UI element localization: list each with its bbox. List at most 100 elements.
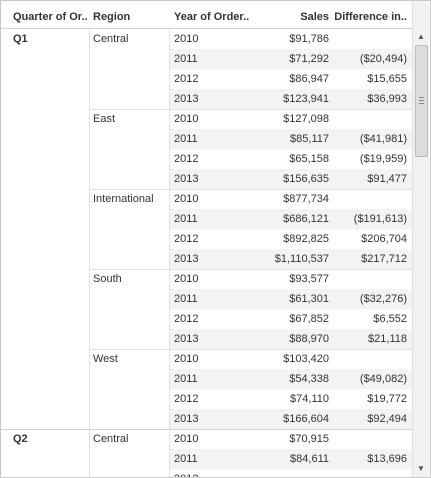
table-row[interactable]: 2012 $74,110 $19,772: [1, 389, 414, 409]
triangle-up-icon[interactable]: ▲: [413, 29, 429, 45]
difference-cell: ($49,082): [360, 373, 407, 385]
difference-cell: $13,696: [367, 453, 407, 465]
table-row[interactable]: 2010 $103,420: [1, 349, 414, 369]
table-row[interactable]: 2011 $71,292 ($20,494): [1, 49, 414, 69]
difference-cell: $36,993: [367, 93, 407, 105]
table-row[interactable]: 2010 $70,915: [1, 429, 414, 449]
sales-cell: $156,635: [283, 173, 329, 185]
header-region[interactable]: Region: [93, 11, 130, 23]
difference-cell: $15,655: [367, 73, 407, 85]
year-cell: 2013: [174, 333, 198, 345]
grip-line: [419, 103, 424, 104]
table-row[interactable]: 2012 $892,825 $206,704: [1, 229, 414, 249]
table-body: Q1 Central 2010 $91,786 2011 $71,292 ($20,494)…: [1, 29, 414, 478]
year-cell: 2010: [174, 33, 198, 45]
header-quarter[interactable]: Quarter of Or..: [13, 11, 88, 23]
sales-cell: $54,338: [289, 373, 329, 385]
sales-cell: $74,110: [290, 393, 329, 405]
sales-cell: $86,947: [289, 73, 329, 85]
sales-cell: $127,098: [283, 113, 329, 125]
table-row[interactable]: 2012: [1, 469, 414, 478]
year-cell: 2010: [174, 353, 198, 365]
column-header-row: Quarter of Or.. Region Year of Order.. S…: [1, 1, 414, 29]
year-cell: 2010: [174, 113, 198, 125]
difference-cell: $206,704: [361, 233, 407, 245]
grip-line: [419, 100, 424, 101]
year-cell: 2011: [174, 293, 198, 305]
year-cell: 2012: [174, 73, 198, 85]
table-row[interactable]: 2013 $1,110,537 $217,712: [1, 249, 414, 269]
difference-cell: $217,712: [361, 253, 407, 265]
difference-cell: ($191,613): [354, 213, 407, 225]
difference-cell: ($20,494): [360, 53, 407, 65]
sales-cell: $166,604: [283, 413, 329, 425]
year-cell: 2010: [174, 193, 198, 205]
difference-cell: $92,494: [367, 413, 407, 425]
table-row[interactable]: 2010 $91,786: [1, 29, 414, 49]
difference-cell: $19,772: [367, 393, 407, 405]
year-cell: 2011: [174, 133, 198, 145]
year-cell: 2012: [174, 313, 198, 325]
difference-cell: ($41,981): [360, 133, 407, 145]
sales-cell: $686,121: [283, 213, 329, 225]
table-row[interactable]: 2011 $85,117 ($41,981): [1, 129, 414, 149]
year-cell: 2011: [174, 453, 198, 465]
difference-cell: $21,118: [368, 333, 407, 345]
difference-cell: ($32,276): [360, 293, 407, 305]
sales-cell: $93,577: [289, 273, 329, 285]
table-row[interactable]: 2012 $67,852 $6,552: [1, 309, 414, 329]
table-row[interactable]: 2013 $166,604 $92,494: [1, 409, 414, 429]
table-row[interactable]: 2010 $93,577: [1, 269, 414, 289]
sales-cell: $85,117: [290, 133, 329, 145]
sales-cell: $70,915: [289, 433, 329, 445]
region-column-separator: [89, 29, 90, 478]
table-row[interactable]: 2012 $86,947 $15,655: [1, 69, 414, 89]
year-cell: 2010: [174, 273, 198, 285]
table-row[interactable]: 2013 $156,635 $91,477: [1, 169, 414, 189]
table-row[interactable]: 2011 $61,301 ($32,276): [1, 289, 414, 309]
sales-cell: $61,301: [289, 293, 329, 305]
year-cell: 2010: [174, 433, 198, 445]
table-row[interactable]: 2011 $84,611 $13,696: [1, 449, 414, 469]
sales-cell: $88,970: [289, 333, 329, 345]
table-row[interactable]: 2012 $65,158 ($19,959): [1, 149, 414, 169]
table-row[interactable]: 2013 $88,970 $21,118: [1, 329, 414, 349]
year-cell: 2013: [174, 253, 198, 265]
table-row[interactable]: 2011 $54,338 ($49,082): [1, 369, 414, 389]
vertical-scrollbar[interactable]: ▲ ▼: [412, 1, 429, 477]
triangle-down-icon[interactable]: ▼: [413, 461, 429, 477]
year-cell: 2013: [174, 93, 198, 105]
sales-cell: $1,110,537: [275, 253, 329, 265]
sales-cell: $91,786: [289, 33, 329, 45]
sales-cell: $123,941: [283, 93, 329, 105]
sales-cell: $71,292: [289, 53, 329, 65]
table-row[interactable]: 2013 $123,941 $36,993: [1, 89, 414, 109]
table-row[interactable]: 2011 $686,121 ($191,613): [1, 209, 414, 229]
sales-cell: $877,734: [283, 193, 329, 205]
sales-cell: $67,852: [289, 313, 329, 325]
sales-cell: $65,158: [289, 153, 329, 165]
header-sales[interactable]: Sales: [300, 11, 329, 23]
year-cell: 2012: [174, 473, 198, 478]
sales-cell: $84,611: [290, 453, 329, 465]
scrollbar-thumb[interactable]: [415, 45, 428, 157]
header-year[interactable]: Year of Order..: [174, 11, 249, 23]
table-row[interactable]: 2010 $877,734: [1, 189, 414, 209]
year-cell: 2012: [174, 233, 198, 245]
difference-cell: $6,552: [373, 313, 407, 325]
difference-cell: ($19,959): [360, 153, 407, 165]
sales-cell: $103,420: [283, 353, 329, 365]
year-cell: 2013: [174, 413, 198, 425]
table-row[interactable]: 2010 $127,098: [1, 109, 414, 129]
grip-line: [419, 97, 424, 98]
year-cell: 2012: [174, 393, 198, 405]
year-cell: 2013: [174, 173, 198, 185]
year-cell: 2011: [174, 373, 198, 385]
difference-cell: $91,477: [367, 173, 407, 185]
year-cell: 2012: [174, 153, 198, 165]
header-difference[interactable]: Difference in..: [334, 11, 407, 23]
sales-cell: $892,825: [283, 233, 329, 245]
year-cell: 2011: [174, 213, 198, 225]
year-column-separator: [169, 29, 170, 478]
